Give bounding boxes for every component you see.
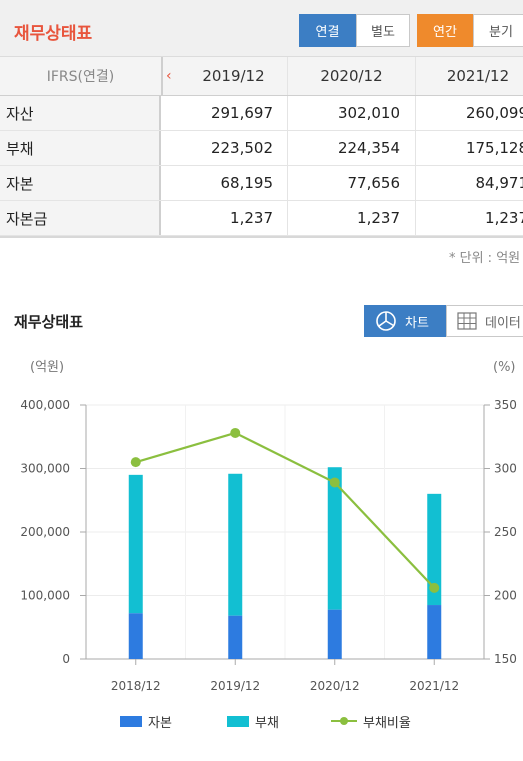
bar-debt: [128, 474, 143, 614]
y2-tick-label: 300: [494, 462, 517, 476]
bar-debt: [327, 467, 342, 610]
legend-item-debt[interactable]: 부채: [227, 712, 279, 731]
table-cell: 223,502: [210, 139, 273, 157]
right-axis-unit: (%): [493, 360, 516, 375]
x-tick-label: 2018/12: [111, 679, 161, 693]
y-tick-label: 200,000: [20, 525, 70, 539]
standard-label: IFRS(연결): [46, 69, 115, 85]
debt-ratio-swatch: [331, 717, 357, 725]
table-cell: 84,971: [475, 174, 523, 192]
table-row: 자본금 1,237 1,237 1,237: [0, 201, 523, 236]
column-header: 2020/12: [320, 67, 383, 85]
debt-ratio-point: [230, 427, 241, 438]
column-header: 2019/12: [202, 67, 265, 85]
legend-item-debt-ratio[interactable]: 부채비율: [331, 712, 411, 731]
legend-item-equity[interactable]: 자본: [120, 712, 172, 731]
financial-position-chart: (억원) (%) 0 100,000 200,000 300,000 400,000 150 2…: [20, 360, 517, 693]
table-cell: 1,237: [357, 209, 400, 227]
bar-equity: [427, 605, 442, 659]
unit-note: * 단위 : 억원: [449, 251, 521, 266]
y-tick-label: 300,000: [20, 462, 70, 476]
debt-ratio-point: [130, 457, 141, 468]
table-cell: 68,195: [220, 174, 274, 192]
column-header: 2021/12: [446, 67, 510, 85]
x-tick-label: 2020/12: [310, 679, 360, 693]
table-bottom-divider: [0, 236, 523, 238]
table-cell: 260,099: [465, 104, 523, 122]
y2-tick-label: 200: [494, 589, 517, 603]
debt-ratio-point: [329, 477, 340, 488]
legend-label: 부채: [255, 715, 279, 731]
legend-label: 부채비율: [363, 715, 411, 731]
table-cell: 302,010: [337, 104, 400, 122]
left-axis-unit: (억원): [30, 360, 64, 375]
equity-swatch: [120, 715, 142, 727]
data-view-label: 데이터: [485, 315, 521, 331]
bar-debt: [427, 493, 442, 606]
tab-quarterly[interactable]: 분기: [473, 14, 523, 47]
bar-debt: [228, 473, 243, 616]
y-tick-label: 400,000: [20, 398, 70, 412]
debt-ratio-point: [429, 582, 440, 593]
chart-view-label: 차트: [405, 315, 429, 331]
bar-equity: [128, 613, 143, 659]
table-grid-icon: [457, 312, 477, 330]
table-cell: 77,656: [347, 174, 401, 192]
pie-chart-icon: [376, 311, 396, 331]
legend-label: 자본: [148, 715, 172, 731]
table-row: 자본 68,195 77,656 84,971: [0, 166, 523, 201]
y-tick-label: 0: [62, 652, 70, 666]
row-label: 자본금: [0, 201, 161, 235]
tab-separate[interactable]: 별도: [356, 14, 410, 47]
y2-tick-label: 150: [494, 652, 517, 666]
x-tick-label: 2021/12: [409, 679, 459, 693]
table-cell: 175,128: [465, 139, 523, 157]
chart-section-title: 재무상태표: [14, 313, 84, 331]
tab-consolidated[interactable]: 연결: [299, 14, 356, 47]
x-tick-label: 2019/12: [210, 679, 260, 693]
tab-annual[interactable]: 연간: [417, 14, 473, 47]
row-label: 자산: [0, 96, 161, 130]
prev-period-arrow-icon[interactable]: ‹: [166, 68, 172, 84]
debt-ratio-line: [135, 431, 436, 589]
table-cell: 291,697: [210, 104, 273, 122]
y2-tick-label: 350: [494, 398, 517, 412]
chart-view-button[interactable]: 차트: [364, 305, 446, 337]
debt-swatch: [227, 715, 249, 727]
row-label: 자본: [0, 166, 161, 200]
y-tick-label: 100,000: [20, 589, 70, 603]
table-header-row: IFRS(연결) ‹ 2019/12 2020/12 2021/12: [0, 56, 523, 96]
table-cell: 224,354: [337, 139, 400, 157]
page-title: 재무상태표: [14, 24, 93, 44]
table-row: 자산 291,697 302,010 260,099: [0, 96, 523, 131]
table-cell: 1,237: [230, 209, 273, 227]
y2-tick-label: 250: [494, 525, 517, 539]
row-label: 부채: [0, 131, 161, 165]
bar-equity: [327, 609, 342, 659]
bar-equity: [228, 615, 243, 659]
data-view-button[interactable]: 데이터: [446, 305, 523, 337]
table-cell: 1,237: [485, 209, 523, 227]
header-bar: 재무상태표 연결 별도 연간 분기: [0, 0, 523, 56]
table-row: 부채 223,502 224,354 175,128: [0, 131, 523, 166]
